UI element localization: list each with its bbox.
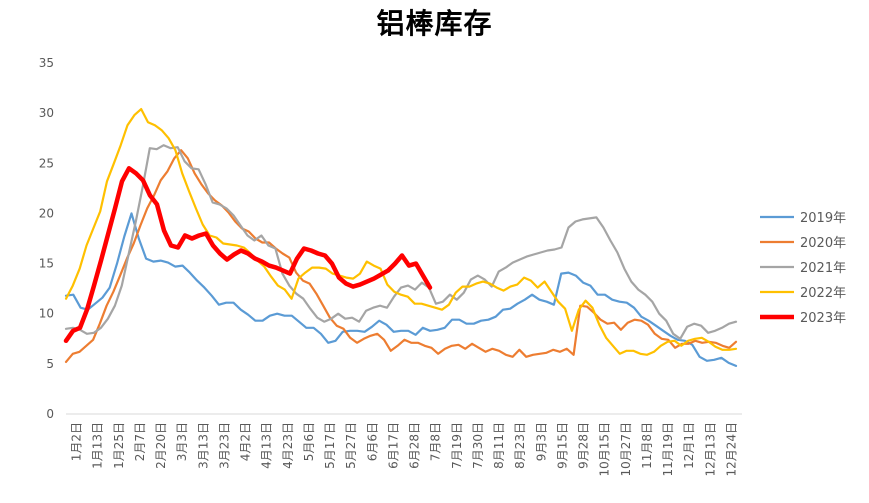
x-tick-label: 11月8日 xyxy=(640,422,654,469)
x-tick-label: 12月1日 xyxy=(682,422,696,469)
x-tick-label: 6月17日 xyxy=(386,422,400,469)
series-line-2 xyxy=(64,144,738,340)
x-tick-label: 12月13日 xyxy=(703,422,717,477)
series-layer xyxy=(63,107,738,367)
x-tick-label: 7月8日 xyxy=(429,422,443,461)
series-line-4 xyxy=(63,166,433,344)
y-tick-label: 5 xyxy=(46,357,54,371)
x-tick-label: 4月13日 xyxy=(260,422,274,469)
series-line-3 xyxy=(64,107,738,356)
legend: 2019年 2020年 2021年 2022年 2023年 xyxy=(760,211,846,326)
x-tick-label: 10月27日 xyxy=(619,422,633,477)
legend-label: 2023年 xyxy=(800,311,846,326)
legend-label: 2022年 xyxy=(800,286,846,301)
y-tick-label: 25 xyxy=(39,156,54,170)
legend-label: 2019年 xyxy=(800,211,846,226)
x-tick-label: 3月3日 xyxy=(175,422,189,461)
x-tick-label: 1月25日 xyxy=(112,422,126,469)
x-tick-label: 9月28日 xyxy=(577,422,591,469)
x-tick-label: 11月19日 xyxy=(661,422,675,477)
x-tick-label: 4月23日 xyxy=(281,422,295,469)
x-tick-label: 9月3日 xyxy=(534,422,548,461)
x-tick-label: 5月6日 xyxy=(302,422,316,461)
x-tick-label: 2月20日 xyxy=(154,422,168,469)
series-line-0 xyxy=(64,212,738,367)
x-tick-label: 2月7日 xyxy=(133,422,147,461)
x-tick-label: 6月28日 xyxy=(408,422,422,469)
axis-layer: 0 5 10 15 20 25 30 35 1月2日 1月13日 1月25日 2月7日 2月20日 3月3… xyxy=(39,56,742,477)
x-tick-label: 8月11日 xyxy=(492,422,506,469)
x-tick-label: 12月24日 xyxy=(724,422,738,477)
x-tick-label: 1月2日 xyxy=(70,422,84,461)
y-tick-label: 30 xyxy=(39,106,54,120)
x-tick-label: 3月23日 xyxy=(217,422,231,469)
x-tick-label: 8月23日 xyxy=(513,422,527,469)
x-tick-label: 4月2日 xyxy=(239,422,253,461)
y-tick-label: 15 xyxy=(39,257,54,271)
x-tick-label: 6月6日 xyxy=(365,422,379,461)
x-tick-label: 7月19日 xyxy=(450,422,464,469)
x-tick-label: 1月13日 xyxy=(91,422,105,469)
x-tick-label: 9月15日 xyxy=(555,422,569,469)
legend-label: 2021年 xyxy=(800,261,846,276)
y-tick-label: 10 xyxy=(39,307,54,321)
y-tick-label: 0 xyxy=(46,407,54,421)
x-tick-label: 3月13日 xyxy=(196,422,210,469)
chart-title: 铝棒库存 xyxy=(376,7,493,40)
legend-label: 2020年 xyxy=(800,236,846,251)
x-tick-label: 5月27日 xyxy=(344,422,358,469)
y-tick-label: 35 xyxy=(39,56,54,70)
x-tick-label: 7月30日 xyxy=(471,422,485,469)
x-tick-label: 5月17日 xyxy=(323,422,337,469)
y-tick-label: 20 xyxy=(39,206,54,220)
x-tick-label: 10月15日 xyxy=(598,422,612,477)
